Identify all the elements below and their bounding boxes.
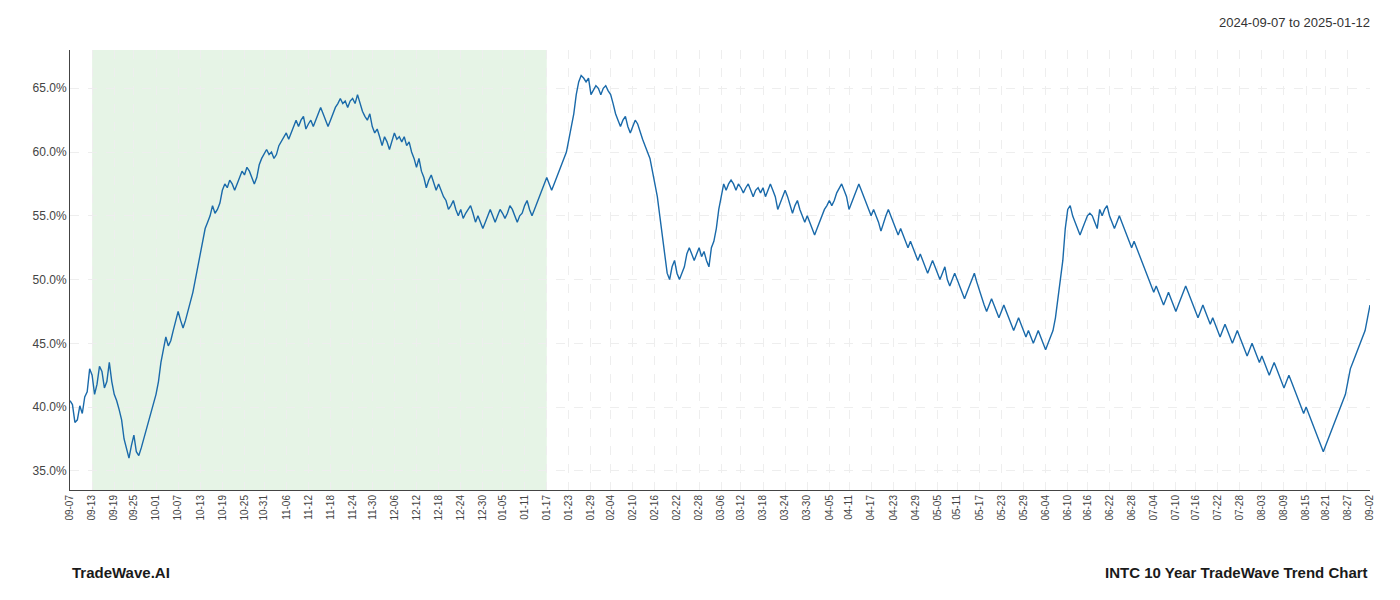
svg-text:01-23: 01-23 (563, 495, 574, 521)
svg-text:55.0%: 55.0% (33, 209, 67, 223)
svg-text:03-12: 03-12 (735, 495, 746, 521)
svg-text:10-13: 10-13 (195, 495, 206, 521)
svg-text:10-31: 10-31 (258, 495, 269, 521)
svg-text:06-04: 06-04 (1040, 495, 1051, 521)
svg-text:08-09: 08-09 (1278, 495, 1289, 521)
svg-text:11-12: 11-12 (303, 495, 314, 520)
svg-text:11-06: 11-06 (281, 495, 292, 520)
svg-text:12-30: 12-30 (477, 495, 488, 521)
svg-text:02-22: 02-22 (671, 495, 682, 521)
svg-text:12-24: 12-24 (455, 495, 466, 521)
svg-text:04-11: 04-11 (843, 495, 854, 520)
svg-text:07-16: 07-16 (1190, 495, 1201, 521)
svg-text:35.0%: 35.0% (33, 464, 67, 478)
svg-text:10-07: 10-07 (172, 495, 183, 521)
svg-text:05-17: 05-17 (974, 495, 985, 521)
svg-text:08-27: 08-27 (1342, 495, 1353, 521)
svg-text:09-19: 09-19 (108, 495, 119, 521)
svg-text:09-02: 09-02 (1364, 495, 1375, 521)
svg-text:11-18: 11-18 (325, 495, 336, 520)
svg-text:07-10: 07-10 (1170, 495, 1181, 521)
svg-text:05-05: 05-05 (932, 495, 943, 521)
svg-text:01-05: 01-05 (497, 495, 508, 521)
svg-text:11-30: 11-30 (367, 495, 378, 520)
svg-text:06-16: 06-16 (1082, 495, 1093, 521)
svg-text:05-11: 05-11 (951, 495, 962, 520)
svg-text:12-12: 12-12 (411, 495, 422, 521)
svg-text:04-23: 04-23 (888, 495, 899, 521)
svg-text:09-13: 09-13 (86, 495, 97, 521)
svg-text:03-06: 03-06 (715, 495, 726, 521)
svg-text:INTC 10 Year TradeWave Trend C: INTC 10 Year TradeWave Trend Chart (1105, 564, 1368, 581)
svg-text:09-25: 09-25 (128, 495, 139, 521)
svg-text:08-15: 08-15 (1300, 495, 1311, 521)
svg-text:50.0%: 50.0% (33, 273, 67, 287)
svg-text:03-24: 03-24 (779, 495, 790, 521)
svg-text:03-30: 03-30 (801, 495, 812, 521)
svg-text:01-17: 01-17 (541, 495, 552, 521)
svg-text:01-11: 01-11 (519, 495, 530, 520)
svg-text:07-28: 07-28 (1234, 495, 1245, 521)
svg-text:2024-09-07 to 2025-01-12: 2024-09-07 to 2025-01-12 (1219, 15, 1370, 30)
svg-text:06-28: 06-28 (1126, 495, 1137, 521)
svg-text:65.0%: 65.0% (33, 81, 67, 95)
svg-text:04-29: 04-29 (910, 495, 921, 521)
svg-text:12-06: 12-06 (389, 495, 400, 521)
svg-text:09-07: 09-07 (64, 495, 75, 521)
svg-text:45.0%: 45.0% (33, 337, 67, 351)
svg-text:60.0%: 60.0% (33, 145, 67, 159)
svg-text:05-29: 05-29 (1018, 495, 1029, 521)
svg-text:12-18: 12-18 (433, 495, 444, 521)
svg-text:05-23: 05-23 (996, 495, 1007, 521)
svg-text:04-17: 04-17 (865, 495, 876, 521)
svg-text:02-28: 02-28 (693, 495, 704, 521)
svg-text:02-10: 02-10 (627, 495, 638, 521)
svg-text:TradeWave.AI: TradeWave.AI (72, 564, 170, 581)
svg-text:10-19: 10-19 (217, 495, 228, 521)
svg-text:07-04: 07-04 (1148, 495, 1159, 521)
svg-text:08-03: 08-03 (1256, 495, 1267, 521)
svg-text:10-25: 10-25 (239, 495, 250, 521)
svg-text:03-18: 03-18 (757, 495, 768, 521)
svg-text:40.0%: 40.0% (33, 400, 67, 414)
svg-text:06-10: 06-10 (1062, 495, 1073, 521)
svg-text:08-21: 08-21 (1320, 495, 1331, 521)
svg-text:01-29: 01-29 (585, 495, 596, 521)
svg-text:04-05: 04-05 (824, 495, 835, 521)
svg-text:07-22: 07-22 (1212, 495, 1223, 521)
svg-text:02-16: 02-16 (649, 495, 660, 521)
svg-text:11-24: 11-24 (347, 495, 358, 520)
svg-text:02-04: 02-04 (605, 495, 616, 521)
svg-text:10-01: 10-01 (150, 495, 161, 521)
svg-text:06-22: 06-22 (1104, 495, 1115, 521)
